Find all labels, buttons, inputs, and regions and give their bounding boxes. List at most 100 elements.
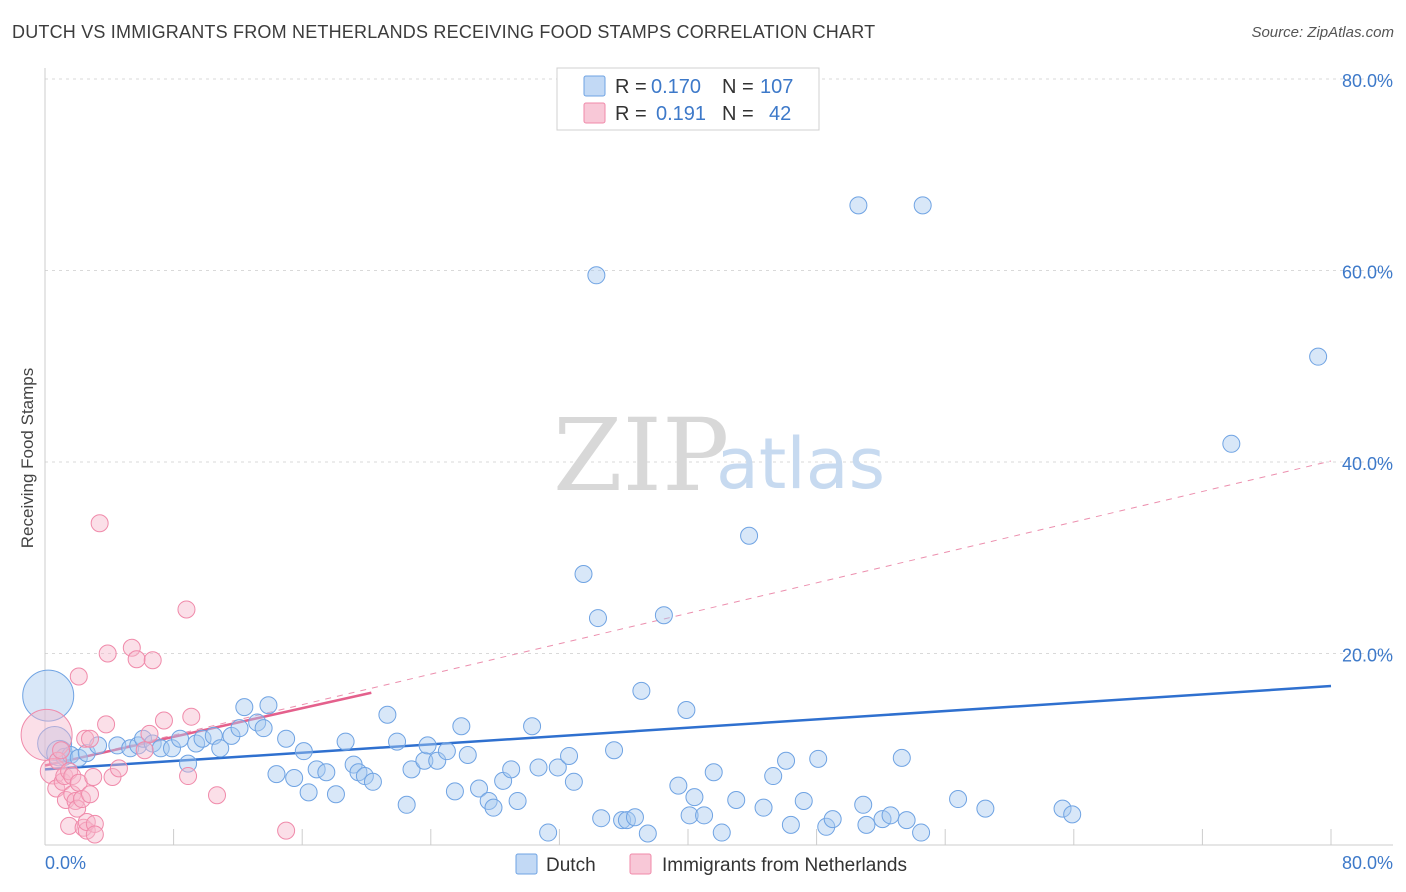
dutch-point-42 xyxy=(397,795,416,814)
dutch-point-99 xyxy=(913,196,932,215)
dutch-point-95 xyxy=(881,806,900,825)
neth-point-24 xyxy=(85,814,104,833)
dutch-point-31 xyxy=(299,783,318,802)
dutch-point-25 xyxy=(254,719,273,738)
dutch-point-82 xyxy=(740,526,759,545)
dutch-point-74 xyxy=(669,776,688,795)
dutch-point-103 xyxy=(1063,805,1082,824)
watermark-atlas: atlas xyxy=(716,423,885,505)
neth-point-27 xyxy=(97,715,116,734)
dutch-point-66 xyxy=(592,809,611,828)
neth-point-22 xyxy=(81,785,100,804)
y-tick-label-1: 40.0% xyxy=(1342,454,1393,474)
legend-swatch-dutch xyxy=(583,75,606,97)
netherlands-points xyxy=(20,514,296,844)
neth-point-15 xyxy=(69,667,88,686)
dutch-point-20 xyxy=(211,739,230,758)
legend-n-label-dutch: N = xyxy=(722,76,754,98)
dutch-point-77 xyxy=(685,788,704,807)
bottom-legend: Dutch Immigrants from Netherlands xyxy=(515,853,907,876)
dutch-point-27 xyxy=(267,765,286,784)
dutch-point-85 xyxy=(777,751,796,770)
neth-point-13 xyxy=(68,799,87,818)
legend-r-value-neth: 0.191 xyxy=(656,103,706,125)
dutch-point-75 xyxy=(677,700,696,719)
dutch-point-101 xyxy=(976,799,995,818)
dutch-point-97 xyxy=(897,811,916,830)
dutch-point-30 xyxy=(294,742,313,761)
dutch-point-71 xyxy=(632,681,651,700)
x-tick-label-0: 0.0% xyxy=(45,853,86,873)
dutch-point-55 xyxy=(502,760,521,779)
dutch-point-81 xyxy=(727,790,746,809)
dutch-point-78 xyxy=(695,806,714,825)
dutch-point-35 xyxy=(336,732,355,751)
legend-r-label-neth: R = xyxy=(615,103,647,125)
trend-line-neth-extended xyxy=(44,460,1332,767)
dutch-point-87 xyxy=(794,791,813,810)
dutch-point-90 xyxy=(823,810,842,829)
dutch-point-58 xyxy=(529,758,548,777)
y-axis-label: Receiving Food Stamps xyxy=(18,368,37,548)
legend-r-label-dutch: R = xyxy=(615,76,647,98)
dutch-point-45 xyxy=(418,736,437,755)
neth-point-37 xyxy=(177,600,196,619)
dutch-point-70 xyxy=(625,808,644,827)
dutch-point-22 xyxy=(230,719,249,738)
neth-point-18 xyxy=(76,729,95,748)
dutch-point-64 xyxy=(587,266,606,285)
bottom-legend-label-neth: Immigrants from Netherlands xyxy=(662,855,907,876)
neth-point-40 xyxy=(208,786,227,805)
dutch-point-98 xyxy=(912,823,931,842)
dutch-point-104 xyxy=(1222,434,1241,453)
neth-point-32 xyxy=(127,650,146,669)
axes xyxy=(44,68,1393,846)
y-tick-label-0: 20.0% xyxy=(1342,646,1393,666)
neth-point-41 xyxy=(277,821,296,840)
neth-point-30 xyxy=(109,759,128,778)
watermark: ZIP atlas xyxy=(553,397,885,514)
trend-line-dutch xyxy=(44,684,1332,771)
neth-point-34 xyxy=(140,724,159,743)
neth-point-25 xyxy=(85,825,104,844)
dutch-point-60 xyxy=(548,758,567,777)
legend: R = 0.170 N = 107 R = 0.191 N = 42 xyxy=(556,67,820,131)
bottom-legend-swatch-dutch xyxy=(515,853,538,875)
bottom-legend-label-dutch: Dutch xyxy=(546,855,596,876)
dutch-point-33 xyxy=(317,763,336,782)
dutch-point-43 xyxy=(402,760,421,779)
dutch-point-102 xyxy=(1053,799,1072,818)
dutch-point-29 xyxy=(285,768,304,787)
dutch-point-23 xyxy=(235,698,254,717)
dutch-point-39 xyxy=(363,772,382,791)
dutch-point-41 xyxy=(388,732,407,751)
neth-point-21 xyxy=(81,729,100,748)
dutch-point-67 xyxy=(605,741,624,760)
watermark-zip: ZIP xyxy=(553,397,729,514)
dutch-point-15 xyxy=(171,729,190,748)
neth-point-3 xyxy=(48,751,67,770)
dutch-point-40 xyxy=(378,705,397,724)
y-tick-label-3: 80.0% xyxy=(1342,71,1393,91)
source-label: Source: ZipAtlas.com xyxy=(1251,24,1394,41)
dutch-point-18 xyxy=(193,729,212,748)
dutch-point-91 xyxy=(849,196,868,215)
dutch-point-26 xyxy=(259,696,278,715)
neth-point-33 xyxy=(135,741,154,760)
dutch-point-50 xyxy=(458,745,477,764)
y-tick-label-2: 60.0% xyxy=(1342,263,1393,283)
dutch-point-88 xyxy=(809,749,828,768)
legend-swatch-neth xyxy=(583,102,606,124)
neth-point-39 xyxy=(182,707,201,726)
neth-point-26 xyxy=(90,514,109,533)
dutch-point-57 xyxy=(523,717,542,736)
dutch-point-61 xyxy=(560,746,579,765)
dutch-point-53 xyxy=(484,798,503,817)
dutch-point-48 xyxy=(445,782,464,801)
dutch-point-96 xyxy=(892,748,911,767)
dutch-points xyxy=(22,196,1328,843)
legend-n-label-neth: N = xyxy=(722,103,754,125)
neth-point-36 xyxy=(154,711,173,730)
dutch-point-16 xyxy=(179,754,198,773)
